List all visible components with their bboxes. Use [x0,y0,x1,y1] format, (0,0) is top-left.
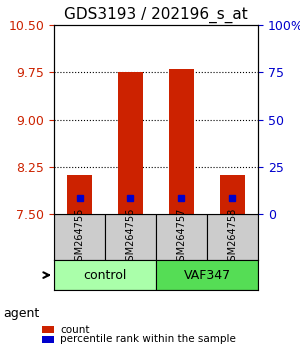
FancyBboxPatch shape [54,215,105,260]
Text: percentile rank within the sample: percentile rank within the sample [60,335,236,344]
Text: GSM264757: GSM264757 [176,207,187,267]
FancyBboxPatch shape [105,215,156,260]
Bar [220,175,245,215]
Bar [169,69,194,215]
Text: VAF347: VAF347 [183,269,231,282]
Text: agent: agent [3,307,39,320]
FancyBboxPatch shape [156,215,207,260]
FancyBboxPatch shape [207,215,258,260]
Title: GDS3193 / 202196_s_at: GDS3193 / 202196_s_at [64,7,248,23]
FancyBboxPatch shape [54,260,156,290]
Text: GSM264756: GSM264756 [125,207,136,267]
FancyBboxPatch shape [156,260,258,290]
Text: GSM264755: GSM264755 [74,207,85,267]
Bar [67,175,92,215]
Text: control: control [83,269,127,282]
Text: GSM264758: GSM264758 [227,207,238,267]
Text: count: count [60,325,89,335]
Bar [118,72,143,215]
